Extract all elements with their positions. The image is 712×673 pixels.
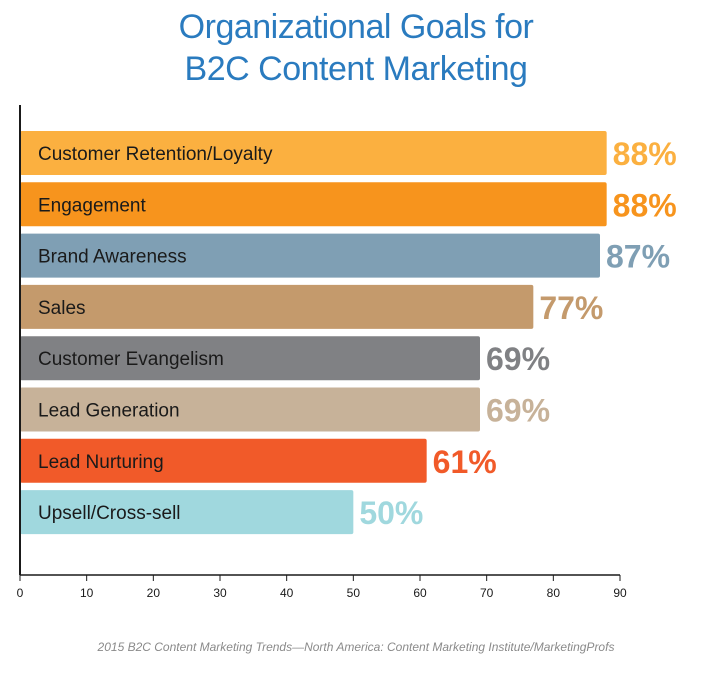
title-line-1: Organizational Goals for xyxy=(178,8,534,46)
x-tick-label: 30 xyxy=(213,586,227,600)
bar xyxy=(20,131,607,175)
x-tick-label: 60 xyxy=(413,586,427,600)
x-tick-label: 50 xyxy=(347,586,361,600)
x-tick-label: 10 xyxy=(80,586,94,600)
x-tick-label: 90 xyxy=(613,586,627,600)
bar-value-label: 69% xyxy=(486,341,550,377)
bar-category-label: Brand Awareness xyxy=(38,247,187,268)
x-tick-label: 0 xyxy=(17,586,24,600)
bar-category-label: Customer Evangelism xyxy=(38,349,224,370)
title-line-2: B2C Content Marketing xyxy=(184,50,528,88)
bar-value-label: 88% xyxy=(613,136,677,172)
bar xyxy=(20,336,480,381)
bar-category-label: Lead Nurturing xyxy=(38,452,164,473)
bar xyxy=(20,182,607,227)
x-tick-label: 40 xyxy=(280,586,294,600)
bar-category-label: Engagement xyxy=(38,195,146,216)
x-tick-label: 20 xyxy=(147,586,161,600)
bar-value-label: 88% xyxy=(613,187,677,223)
bar xyxy=(20,438,427,483)
source-note: 2015 B2C Content Marketing Trends—North … xyxy=(97,640,615,654)
bar-category-label: Lead Generation xyxy=(38,401,180,422)
bar-category-label: Customer Retention/Loyalty xyxy=(38,144,273,165)
chart-title: Organizational Goals for B2C Content Mar… xyxy=(0,6,712,90)
bar xyxy=(20,233,600,278)
bar-category-label: Sales xyxy=(38,298,86,319)
bar-value-label: 50% xyxy=(359,495,423,531)
bar-value-label: 69% xyxy=(486,393,550,429)
bar-value-label: 61% xyxy=(433,444,497,480)
x-tick-label: 80 xyxy=(547,586,561,600)
bar-category-label: Upsell/Cross-sell xyxy=(38,503,181,524)
bar-value-label: 87% xyxy=(606,239,670,275)
x-tick-label: 70 xyxy=(480,586,494,600)
bar-value-label: 77% xyxy=(539,290,603,326)
bar xyxy=(20,387,480,432)
bar xyxy=(20,490,354,535)
bar xyxy=(20,284,534,329)
